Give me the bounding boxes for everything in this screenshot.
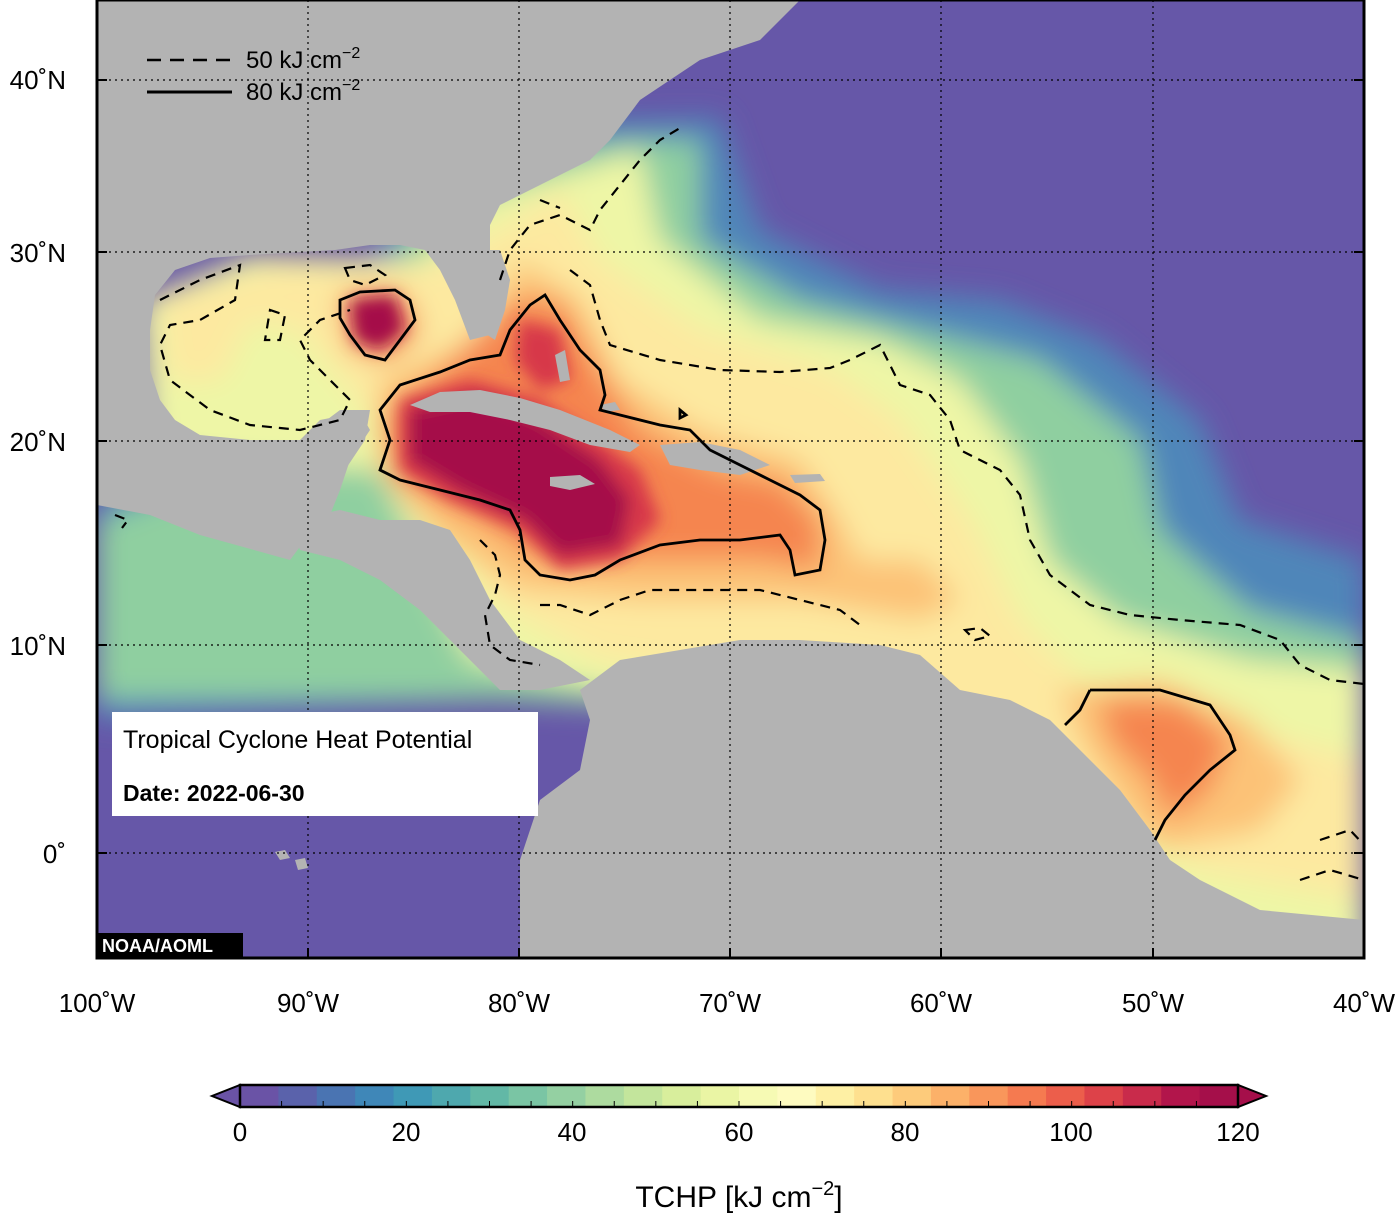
credit-text: NOAA/AOML [102, 936, 213, 956]
colorbar-labels: 0 20 40 60 80 100 120 [233, 1117, 1260, 1147]
contour-80 [338, 288, 1237, 841]
colorbar-cell [240, 1085, 279, 1107]
colorbar-cell [355, 1085, 395, 1107]
colorbar-cell [777, 1085, 817, 1107]
colorbar-cell [1199, 1085, 1239, 1107]
colorbar-cell [969, 1085, 1009, 1107]
map-date: Date: 2022-06-30 [123, 780, 305, 806]
colorbar-cell [393, 1085, 433, 1107]
map-title: Tropical Cyclone Heat Potential [123, 726, 472, 754]
colorbar-min-arrow [209, 1083, 241, 1109]
legend-dashed-label: 50 kJ cm−2 [246, 45, 360, 74]
contour-50 [114, 127, 1364, 882]
colorbar-cell [1007, 1085, 1047, 1107]
colorbar-cell [930, 1085, 970, 1107]
longitude-labels: 100˚W 90˚W 80˚W 70˚W 60˚W 50˚W 40˚W [59, 988, 1396, 1018]
lon-label: 100˚W [59, 988, 136, 1018]
colorbar: 0 20 40 60 80 100 120 TCHP [kJ cm−2] [209, 1083, 1269, 1214]
colorbar-max-arrow [1237, 1083, 1269, 1109]
colorbar-cell [700, 1085, 740, 1107]
colorbar-cell [278, 1085, 318, 1107]
colorbar-tick-label: 120 [1216, 1117, 1259, 1147]
colorbar-tick-label: 100 [1049, 1117, 1092, 1147]
land [97, 0, 1364, 958]
map-area: 50 kJ cm−2 80 kJ cm−2 Tropical Cyclone H… [97, 0, 1364, 958]
lon-label: 40˚W [1333, 988, 1396, 1018]
credit-badge: NOAA/AOML [97, 933, 243, 958]
tchp-core [350, 295, 660, 570]
colorbar-cell [316, 1085, 356, 1107]
colorbar-cell [815, 1085, 855, 1107]
info-box: Tropical Cyclone Heat Potential Date: 20… [112, 712, 538, 816]
colorbar-ticks [281, 1101, 1197, 1107]
lon-label: 80˚W [488, 988, 551, 1018]
lon-label: 60˚W [910, 988, 973, 1018]
contour-legend: 50 kJ cm−2 80 kJ cm−2 [147, 45, 360, 106]
colorbar-cell [854, 1085, 894, 1107]
colorbar-cell [585, 1085, 625, 1107]
colorbar-cell [892, 1085, 932, 1107]
latitude-labels: 40˚N 30˚N 20˚N 10˚N 0˚ [10, 65, 66, 869]
colorbar-cell [1122, 1085, 1162, 1107]
lon-label: 70˚W [699, 988, 762, 1018]
colorbar-title: TCHP [kJ cm−2] [635, 1178, 842, 1214]
colorbar-cell [739, 1085, 778, 1107]
lat-label: 30˚N [10, 238, 66, 268]
lat-label: 40˚N [10, 65, 66, 95]
lat-label: 10˚N [10, 631, 66, 661]
colorbar-cell [662, 1085, 702, 1107]
lon-label: 50˚W [1122, 988, 1185, 1018]
colorbar-cell [1161, 1085, 1201, 1107]
colorbar-cell [470, 1085, 510, 1107]
lat-label: 20˚N [10, 427, 66, 457]
legend-solid-label: 80 kJ cm−2 [246, 77, 360, 106]
colorbar-cell [1046, 1085, 1086, 1107]
lat-label: 0˚ [43, 839, 66, 869]
colorbar-tick-label: 60 [725, 1117, 754, 1147]
colorbar-tick-label: 80 [891, 1117, 920, 1147]
colorbar-cell [547, 1085, 587, 1107]
colorbar-cell [508, 1085, 548, 1107]
colorbar-cell [623, 1085, 663, 1107]
frame-ticks [97, 79, 1364, 958]
colorbar-tick-label: 40 [558, 1117, 587, 1147]
colorbar-tick-label: 0 [233, 1117, 247, 1147]
lon-label: 90˚W [277, 988, 340, 1018]
colorbar-tick-label: 20 [392, 1117, 421, 1147]
colorbar-cell [1084, 1085, 1124, 1107]
colorbar-cell [431, 1085, 471, 1107]
